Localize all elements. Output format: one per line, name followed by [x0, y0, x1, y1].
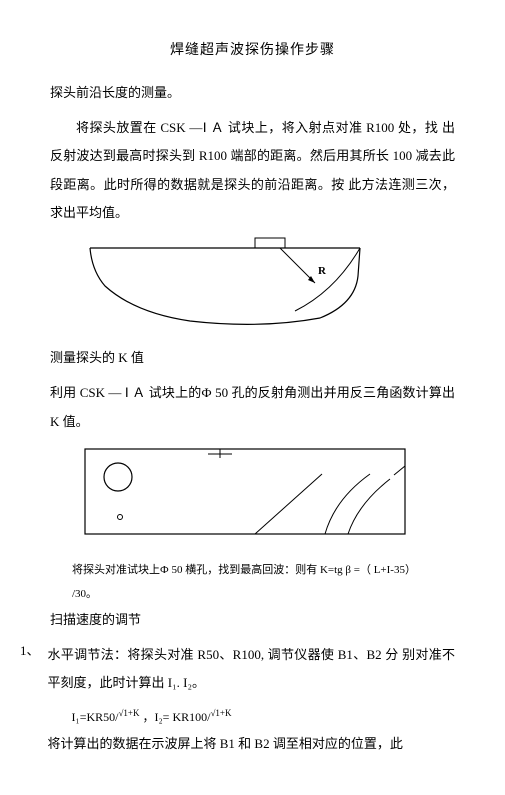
- section1-heading: 探头前沿长度的测量。: [50, 79, 455, 108]
- formula-part1: I₁=KR50/: [72, 710, 119, 724]
- formula-line: I₁=KR50/√1+K ，I₂= KR100/√1+K: [72, 704, 455, 730]
- section3-line1: 将探头对准试块上Ф 50 横孔，找到最高回波：则有 K=tg β =（ L+I-…: [72, 558, 455, 582]
- formula-sep: ，I₂= KR100/: [140, 710, 211, 724]
- section3-line2: /30。: [72, 582, 455, 606]
- section1-body: 将探头放置在 CSK —Ⅰ Ａ 试块上，将入射点对准 R100 处，找 出反射波…: [50, 114, 455, 228]
- section2-heading: 测量探头的 K 值: [50, 344, 455, 373]
- item-number: 1、: [20, 641, 40, 661]
- diagram-probe-block: R: [80, 236, 455, 337]
- section4-body: 水平调节法：将探头对准 R50、R100, 调节仪器使 B1、B2 分 别对准不…: [48, 641, 455, 698]
- formula-exp2: 1+K: [215, 708, 231, 718]
- svg-text:R: R: [318, 265, 327, 277]
- section4-heading: 扫描速度的调节: [50, 606, 455, 635]
- page-title: 焊缝超声波探伤操作步骤: [50, 40, 455, 61]
- diagram-k-block: [80, 444, 455, 550]
- section2-body: 利用 CSK — Ⅰ Ａ 试块上的Ф 50 孔的反射角测出并用反三角函数计算出 …: [50, 379, 455, 436]
- formula-exp1: 1+K: [123, 708, 139, 718]
- section4-tail: 将计算出的数据在示波屏上将 B1 和 B2 调至相对应的位置，此: [48, 730, 455, 759]
